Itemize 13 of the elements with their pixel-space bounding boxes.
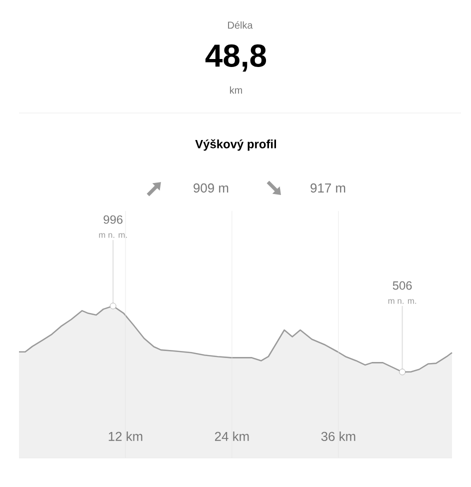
text: Délka: [228, 21, 253, 29]
x-tick-label: 36 km: [321, 432, 356, 442]
text: 909 m: [194, 183, 228, 193]
text: 917 m: [310, 183, 346, 193]
x-tick-label: 12 km: [108, 432, 142, 441]
text: 506: [392, 281, 412, 290]
text: 48,8: [205, 44, 266, 72]
text: m n. m.: [99, 233, 127, 238]
text: m n. m.: [388, 299, 416, 304]
x-tick-label: 24 km: [214, 432, 249, 441]
text: km: [230, 86, 242, 94]
chart-title: Výškový profil: [195, 139, 276, 151]
text: 996: [104, 215, 122, 224]
